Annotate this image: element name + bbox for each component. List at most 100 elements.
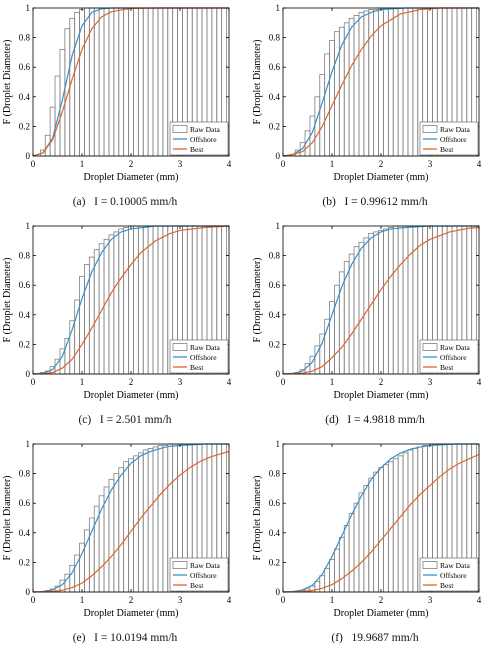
y-tick-label: 0.4 [19, 528, 31, 538]
y-tick-label: 0.2 [19, 121, 30, 131]
y-axis-label: F (Droplet Diameter) [2, 40, 13, 125]
x-axis-label: Droplet Diameter (mm) [334, 390, 429, 401]
x-axis-label: Droplet Diameter (mm) [84, 608, 179, 619]
caption-letter: (c) [78, 414, 92, 426]
legend-label: Best [190, 145, 204, 154]
legend-label: Offshore [440, 571, 467, 580]
series-line-offshore [282, 225, 479, 375]
legend-label: Offshore [190, 571, 217, 580]
chart-svg: 0 1 2 3 4 0 0.2 0.4 0.6 0.8 1 Droplet Diameter (mm)… [2, 3, 232, 183]
legend-label: Raw Data [440, 561, 470, 570]
x-tick-label: 0 [281, 159, 286, 169]
x-tick-label: 0 [31, 595, 36, 605]
x-tick-label: 3 [178, 159, 183, 169]
y-axis-label: F (Droplet Diameter) [2, 476, 13, 561]
caption-text: I = 0.10005 mm/h [94, 196, 178, 208]
y-tick-label: 1 [26, 439, 31, 449]
y-tick-label: 0 [276, 369, 281, 379]
legend-label: Best [440, 145, 454, 154]
y-axis-label: F (Droplet Diameter) [252, 40, 263, 125]
y-tick-label: 1 [276, 221, 281, 231]
y-tick-label: 0 [26, 369, 31, 379]
x-tick-label: 1 [330, 377, 335, 387]
panel-caption: (d) I = 4.9818 mm/h [250, 414, 500, 426]
x-tick-label: 0 [31, 159, 36, 169]
x-tick-label: 3 [178, 377, 183, 387]
legend-label: Offshore [440, 353, 467, 362]
chart-panel-6: 0 1 2 3 4 0 0.2 0.4 0.6 0.8 1 Droplet Diameter (mm)… [250, 436, 500, 651]
legend-label: Raw Data [440, 343, 470, 352]
legend-label: Best [190, 581, 204, 590]
y-tick-label: 0.4 [269, 528, 281, 538]
y-tick-label: 0.2 [269, 557, 280, 567]
x-axis: 0 1 2 3 4 [31, 8, 232, 169]
y-tick-label: 0.2 [269, 339, 280, 349]
x-tick-label: 3 [178, 595, 183, 605]
x-tick-label: 4 [477, 595, 482, 605]
x-tick-label: 3 [428, 595, 433, 605]
y-tick-label: 0.2 [269, 121, 280, 131]
legend-label: Raw Data [190, 125, 220, 134]
x-axis: 0 1 2 3 4 [281, 8, 482, 169]
series-line-best [32, 225, 230, 375]
panel-caption: (e) I = 10.0194 mm/h [0, 632, 250, 644]
x-axis-label: Droplet Diameter (mm) [84, 172, 179, 183]
y-tick-label: 0.2 [19, 557, 30, 567]
y-tick-label: 0.6 [269, 280, 281, 290]
chart-panel-4: 0 1 2 3 4 0 0.2 0.4 0.6 0.8 1 Droplet Diameter (mm)… [250, 218, 500, 433]
chart-svg: 0 1 2 3 4 0 0.2 0.4 0.6 0.8 1 Droplet Diameter (mm)… [2, 439, 232, 619]
y-axis-label: F (Droplet Diameter) [252, 258, 263, 343]
series-line-offshore [32, 225, 229, 375]
y-axis-label: F (Droplet Diameter) [2, 258, 13, 343]
series-line-best [282, 7, 479, 157]
x-axis: 0 1 2 3 4 [31, 226, 232, 387]
caption-text: I = 0.99612 mm/h [344, 196, 428, 208]
chart-panel-3: 0 1 2 3 4 0 0.2 0.4 0.6 0.8 1 Droplet Diameter (mm)… [0, 218, 250, 433]
chart-panel-2: 0 1 2 3 4 0 0.2 0.4 0.6 0.8 1 Droplet Diameter (mm)… [250, 0, 500, 215]
legend-label: Best [440, 581, 454, 590]
y-tick-label: 0.2 [19, 339, 30, 349]
panel-caption: (f) 19.9687 mm/h [250, 632, 500, 644]
y-tick-label: 1 [26, 221, 31, 231]
y-tick-label: 0.8 [269, 469, 281, 479]
y-tick-label: 1 [276, 3, 281, 13]
y-axis: 0 0.2 0.4 0.6 0.8 1 [269, 439, 479, 597]
panel-caption: (a) I = 0.10005 mm/h [0, 196, 250, 208]
x-tick-label: 1 [330, 595, 335, 605]
y-tick-label: 0.6 [19, 498, 31, 508]
x-tick-label: 3 [428, 377, 433, 387]
x-tick-label: 2 [379, 377, 384, 387]
x-tick-label: 2 [379, 159, 384, 169]
x-axis-label: Droplet Diameter (mm) [84, 390, 179, 401]
y-tick-label: 1 [26, 3, 31, 13]
legend-label: Offshore [190, 135, 217, 144]
legend-label: Best [190, 363, 204, 372]
y-tick-label: 0.4 [19, 310, 31, 320]
x-tick-label: 4 [477, 159, 482, 169]
chart-svg: 0 1 2 3 4 0 0.2 0.4 0.6 0.8 1 Droplet Diameter (mm)… [252, 221, 482, 401]
y-tick-label: 0.8 [19, 251, 31, 261]
x-tick-label: 4 [227, 377, 232, 387]
series-line-best [282, 226, 480, 375]
y-tick-label: 0.4 [269, 92, 281, 102]
series-line-best [282, 453, 480, 593]
caption-text: I = 2.501 mm/h [99, 414, 172, 426]
caption-letter: (a) [72, 196, 86, 208]
x-tick-label: 2 [129, 377, 134, 387]
x-tick-label: 1 [80, 595, 85, 605]
y-tick-label: 0.6 [269, 498, 281, 508]
y-tick-label: 0.4 [19, 92, 31, 102]
legend-swatch-raw [422, 343, 438, 351]
legend-swatch-raw [422, 125, 438, 133]
x-axis-label: Droplet Diameter (mm) [334, 172, 429, 183]
x-tick-label: 0 [281, 595, 286, 605]
legend-swatch-raw [422, 561, 438, 569]
chart-svg: 0 1 2 3 4 0 0.2 0.4 0.6 0.8 1 Droplet Diameter (mm)… [252, 3, 482, 183]
caption-letter: (e) [72, 632, 86, 644]
caption-text: I = 4.9818 mm/h [347, 414, 425, 426]
legend-label: Offshore [190, 353, 217, 362]
x-axis-label: Droplet Diameter (mm) [334, 608, 429, 619]
